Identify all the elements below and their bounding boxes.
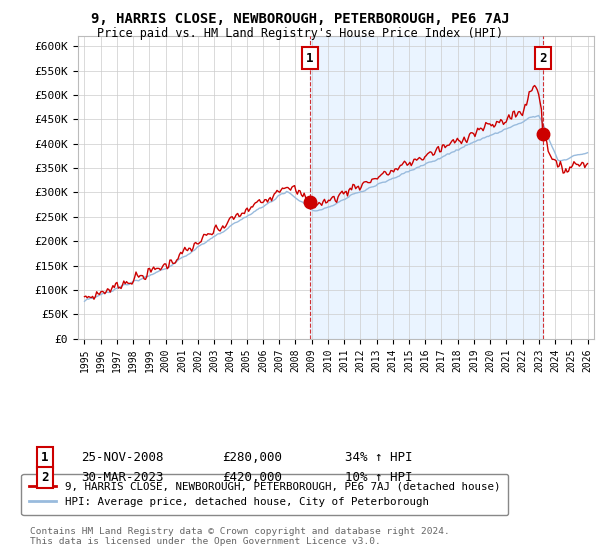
Legend: 9, HARRIS CLOSE, NEWBOROUGH, PETERBOROUGH, PE6 7AJ (detached house), HPI: Averag: 9, HARRIS CLOSE, NEWBOROUGH, PETERBOROUG… [22, 474, 508, 515]
Text: 34% ↑ HPI: 34% ↑ HPI [345, 451, 413, 464]
Text: 9, HARRIS CLOSE, NEWBOROUGH, PETERBOROUGH, PE6 7AJ: 9, HARRIS CLOSE, NEWBOROUGH, PETERBOROUG… [91, 12, 509, 26]
Text: 25-NOV-2008: 25-NOV-2008 [81, 451, 163, 464]
Text: 10% ↑ HPI: 10% ↑ HPI [345, 470, 413, 484]
Text: Contains HM Land Registry data © Crown copyright and database right 2024.
This d: Contains HM Land Registry data © Crown c… [30, 526, 450, 546]
Text: Price paid vs. HM Land Registry's House Price Index (HPI): Price paid vs. HM Land Registry's House … [97, 27, 503, 40]
Text: 2: 2 [539, 52, 547, 65]
Text: £420,000: £420,000 [222, 470, 282, 484]
Text: 1: 1 [306, 52, 314, 65]
Text: 1: 1 [41, 451, 49, 464]
Text: 30-MAR-2023: 30-MAR-2023 [81, 470, 163, 484]
Text: £280,000: £280,000 [222, 451, 282, 464]
Text: 2: 2 [41, 470, 49, 484]
Bar [310, 36, 543, 339]
